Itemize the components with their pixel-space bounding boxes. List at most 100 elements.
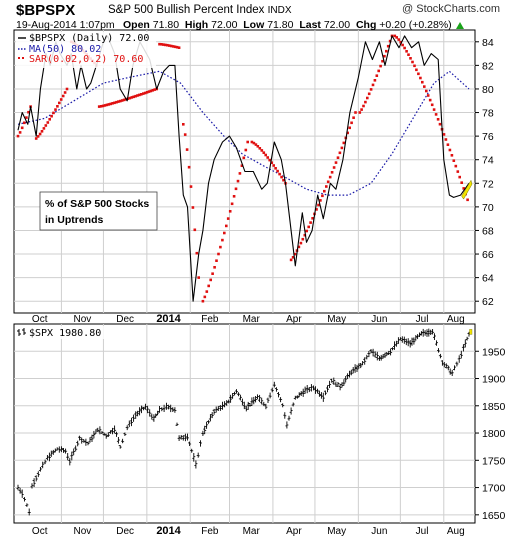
sar-dot [268,158,271,162]
sar-dot [305,229,308,233]
sar-dot [16,134,20,138]
sar-dot [130,96,134,99]
month-label-bottom: May [327,526,346,537]
sar-dot [448,148,452,152]
sar-dot [326,180,330,184]
sar-dot [234,187,238,191]
sar-dot [346,131,349,135]
sar-dot [369,88,373,91]
sar-dot [197,276,200,279]
sar-dot [397,38,400,41]
sar-dot [342,141,346,145]
sar-dot [230,202,234,206]
sar-dot [213,266,216,269]
sar-dot [52,111,55,115]
sar-dot [238,172,242,175]
sar-dot [209,278,212,282]
sar-dot [225,224,228,228]
sar-dot [407,53,410,56]
sar-dot [405,50,408,53]
y-tick-label: 76 [482,131,494,143]
sar-dot [411,60,414,64]
sar-dot [444,138,448,141]
sar-dot [223,231,226,235]
bottom-panel-grid [14,324,475,523]
sar-dot [189,185,193,188]
month-label-bottom: Nov [74,526,92,537]
low-value: 71.80 [267,19,294,31]
sar-dot [160,43,163,46]
sar-dot [27,110,30,114]
sar-dot [115,100,118,104]
ohlc-legend-icon [17,328,26,336]
legend-sar: SAR(0.02,0.2) 70.60 [29,54,143,65]
sar-dot [262,151,266,154]
sar-dot [18,131,22,134]
sar-dot [164,43,167,47]
bottom-x-axis: Oct Nov Dec 2014 Feb Mar Apr May Jun Jul Aug [32,525,465,537]
sar-dot [367,92,371,96]
sar-dot [65,87,69,91]
sar-dot [105,103,109,107]
legend-bpspx: $BPSPX (Daily) 72.00 [29,33,149,44]
sar-dot [456,170,460,173]
index-name: S&P 500 Bullish Percent Index INDX [108,4,292,16]
sar-dot [452,159,456,162]
index-name-text: S&P 500 Bullish Percent Index [108,4,265,16]
sar-dot [325,185,328,188]
chg-value: +0.20 (+0.28%) [379,19,452,31]
sar-dot [34,137,38,140]
ma50-series [17,70,470,196]
sar-dot [450,154,454,157]
sar-dot [303,233,307,237]
y-tick-label: 1700 [482,483,506,495]
sar-dot [25,116,28,119]
sar-dot [428,98,432,102]
sar-dot [240,164,244,167]
sar-dot [403,46,406,50]
sar-dot [246,140,249,144]
y-tick-label: 1650 [482,510,506,522]
sar-dot [63,91,67,94]
sar-dot [282,178,285,182]
brand-watermark: @ StockCharts.com [402,3,500,15]
sar-dot [381,59,384,63]
sar-dot [226,217,230,220]
month-label-top: Dec [116,314,134,325]
sar-dot [107,103,111,106]
month-label-bottom: Jun [371,526,387,537]
sar-dot [211,272,214,275]
sar-dot [187,165,191,169]
sar-dot [462,187,465,190]
spx-last-highlight [469,329,473,335]
sar-dot [430,103,434,107]
sar-dot [280,175,283,179]
sar-dot [274,167,277,170]
y-tick-label: 1800 [482,428,506,440]
sar-dot [299,241,303,245]
sar-dot [23,121,26,125]
bpspx-line [17,35,470,302]
sar-dot [297,245,301,249]
sar-dot [377,69,380,73]
top-panel-grid [14,30,475,313]
sar-series [16,34,469,303]
sar-dot [166,43,169,47]
sar-dot [386,44,390,48]
y-tick-label: 62 [482,296,494,308]
sar-dot [61,94,65,98]
y-tick-label: 1750 [482,455,506,467]
sar-dot [128,96,132,100]
sar-dot [54,108,57,111]
month-label-top: Jun [371,314,387,325]
sar-dot [113,101,116,105]
sar-dot [373,79,377,82]
sar-dot [193,228,197,232]
month-label-top: Aug [447,314,465,325]
sar-dot [177,46,181,49]
sar-dot [56,105,59,108]
sar-dot [364,100,367,104]
y-tick-label: 1950 [482,346,506,358]
sar-dot [383,54,386,58]
sar-dot [413,64,416,68]
